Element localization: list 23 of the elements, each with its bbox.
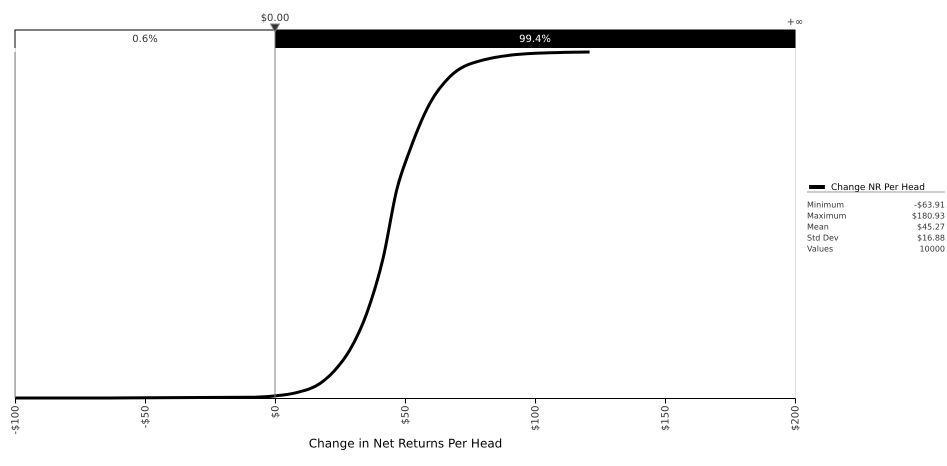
x-tick-label: $150 <box>660 406 672 431</box>
text: +∞ <box>786 17 804 28</box>
text: Minimum <box>807 200 844 210</box>
text: $45.27 <box>917 222 945 232</box>
text: Maximum <box>807 212 847 220</box>
band-label: 0.6% <box>132 34 158 45</box>
x-axis-title: Change in Net Returns Per Head <box>308 436 502 451</box>
text: $180.93 <box>912 212 945 220</box>
legend-label: Change NR Per Head <box>831 183 925 193</box>
text: Std Dev <box>807 234 839 242</box>
ref-line-label: $0.00 <box>260 13 290 24</box>
x-tick-label: $100 <box>530 406 542 431</box>
text: Values <box>807 244 834 254</box>
text: -$63.91 <box>914 200 945 210</box>
x-tick-label: -$50 <box>140 406 152 428</box>
band-label: 99.4% <box>519 34 551 45</box>
text: Mean <box>807 222 829 232</box>
text: 10000 <box>920 244 945 254</box>
x-tick-label: $50 <box>400 406 412 425</box>
x-tick-label: $0 <box>270 406 282 418</box>
text: $16.88 <box>917 234 945 242</box>
x-tick-label: -$100 <box>10 406 22 435</box>
x-tick-label: $200 <box>790 406 802 431</box>
